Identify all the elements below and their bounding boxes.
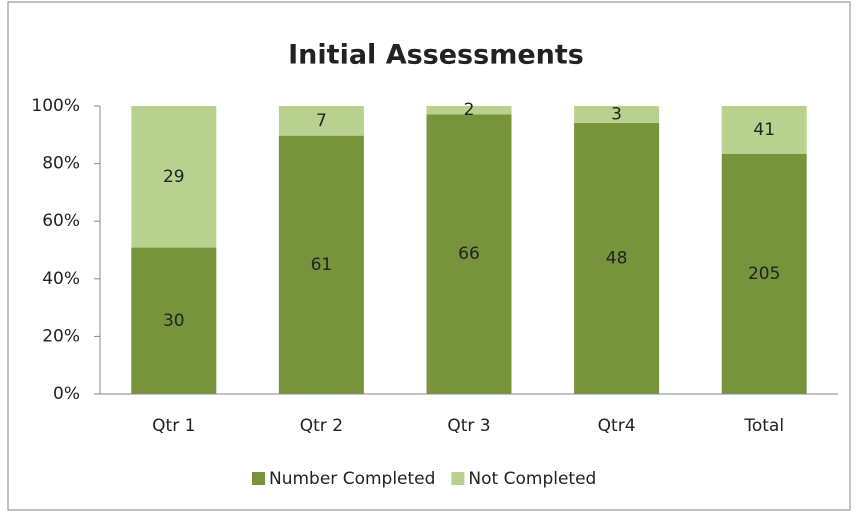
data-label: 48 xyxy=(606,248,628,268)
x-tick-label: Qtr 3 xyxy=(447,416,490,436)
data-label: 66 xyxy=(458,244,480,264)
legend-swatch xyxy=(252,472,265,485)
data-label: 3 xyxy=(611,104,622,124)
legend-swatch xyxy=(451,472,465,485)
data-label: 7 xyxy=(316,111,327,131)
bar-segment xyxy=(278,135,364,394)
y-tick-label: 100% xyxy=(31,96,80,116)
bar-segment xyxy=(426,106,512,115)
y-tick-label: 40% xyxy=(42,269,80,289)
y-tick-label: 0% xyxy=(53,384,80,404)
data-label: 2 xyxy=(464,100,475,120)
data-label: 30 xyxy=(163,311,185,331)
y-tick-label: 80% xyxy=(42,154,80,174)
x-tick-label: Qtr 1 xyxy=(152,416,195,436)
bar-segment xyxy=(574,122,660,395)
bar-segment xyxy=(278,106,364,136)
bar-segment xyxy=(131,106,217,248)
bar-segment xyxy=(721,106,807,154)
legend-label: Number Completed xyxy=(269,469,435,489)
x-tick-label: Total xyxy=(743,416,784,436)
y-tick-label: 60% xyxy=(42,211,80,231)
legend-label: Not Completed xyxy=(468,469,596,489)
y-tick-label: 20% xyxy=(42,326,80,346)
bar-segment xyxy=(426,114,512,395)
bar-segment xyxy=(721,154,807,394)
data-label: 41 xyxy=(753,120,775,140)
x-tick-label: Qtr 2 xyxy=(300,416,343,436)
bar-segment xyxy=(574,106,660,123)
x-tick-label: Qtr4 xyxy=(598,416,636,436)
chart-title: Initial Assessments xyxy=(288,40,584,71)
data-label: 205 xyxy=(748,264,780,284)
data-label: 29 xyxy=(163,167,185,187)
data-label: 61 xyxy=(311,255,333,275)
bar-segment xyxy=(131,247,217,394)
